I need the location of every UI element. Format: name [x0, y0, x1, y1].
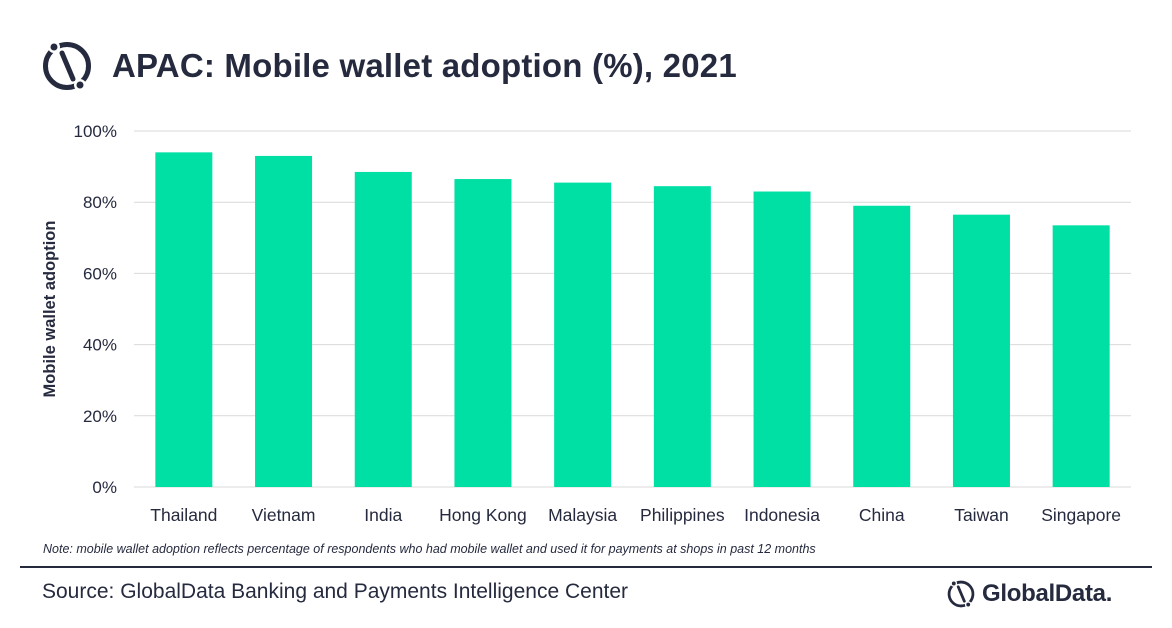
chart-note: Note: mobile wallet adoption reflects pe…	[43, 542, 816, 556]
x-tick-label: Hong Kong	[439, 505, 527, 525]
source-text: Source: GlobalData Banking and Payments …	[42, 580, 629, 603]
globaldata-logo-icon	[947, 580, 975, 608]
y-tick-label: 60%	[83, 264, 117, 283]
bar	[155, 152, 213, 488]
bar	[952, 214, 1010, 487]
brand-name: GlobalData.	[982, 580, 1113, 607]
x-tick-label: Vietnam	[252, 505, 316, 525]
bar-chart-svg: 0% 20% 40% 60% 80% 100% Thailand Vietnam India Ho…	[41, 122, 1131, 525]
x-tick-label: Thailand	[150, 505, 217, 525]
bar	[653, 186, 711, 487]
bar-chart: 0% 20% 40% 60% 80% 100% Thailand Vietnam India Ho…	[0, 110, 1172, 535]
x-tick-label: Philippines	[640, 505, 725, 525]
x-tick-label: Singapore	[1041, 505, 1121, 525]
x-tick-label: China	[859, 505, 905, 525]
chart-title: APAC: Mobile wallet adoption (%), 2021	[112, 47, 737, 84]
y-tick-label: 0%	[92, 478, 117, 497]
bar	[454, 179, 512, 487]
bar	[1052, 225, 1110, 487]
bar	[255, 155, 313, 488]
chart-header: APAC: Mobile wallet adoption (%), 2021	[40, 34, 737, 98]
bar	[554, 182, 612, 487]
y-tick-label: 100%	[74, 122, 117, 141]
globaldata-logo-icon	[43, 41, 91, 91]
y-tick-label: 80%	[83, 193, 117, 212]
brand-logo: GlobalData.	[946, 576, 1112, 612]
footer-divider	[20, 566, 1152, 568]
x-tick-label: India	[364, 505, 402, 525]
bar	[354, 171, 412, 487]
bar	[753, 191, 811, 487]
x-tick-label: Indonesia	[744, 505, 820, 525]
y-tick-label: 20%	[83, 407, 117, 426]
bar	[853, 205, 911, 487]
x-tick-label: Malaysia	[548, 505, 617, 525]
y-tick-label: 40%	[83, 336, 117, 355]
x-tick-label: Taiwan	[954, 505, 1008, 525]
y-axis-label: Mobile wallet adoption	[41, 221, 59, 398]
